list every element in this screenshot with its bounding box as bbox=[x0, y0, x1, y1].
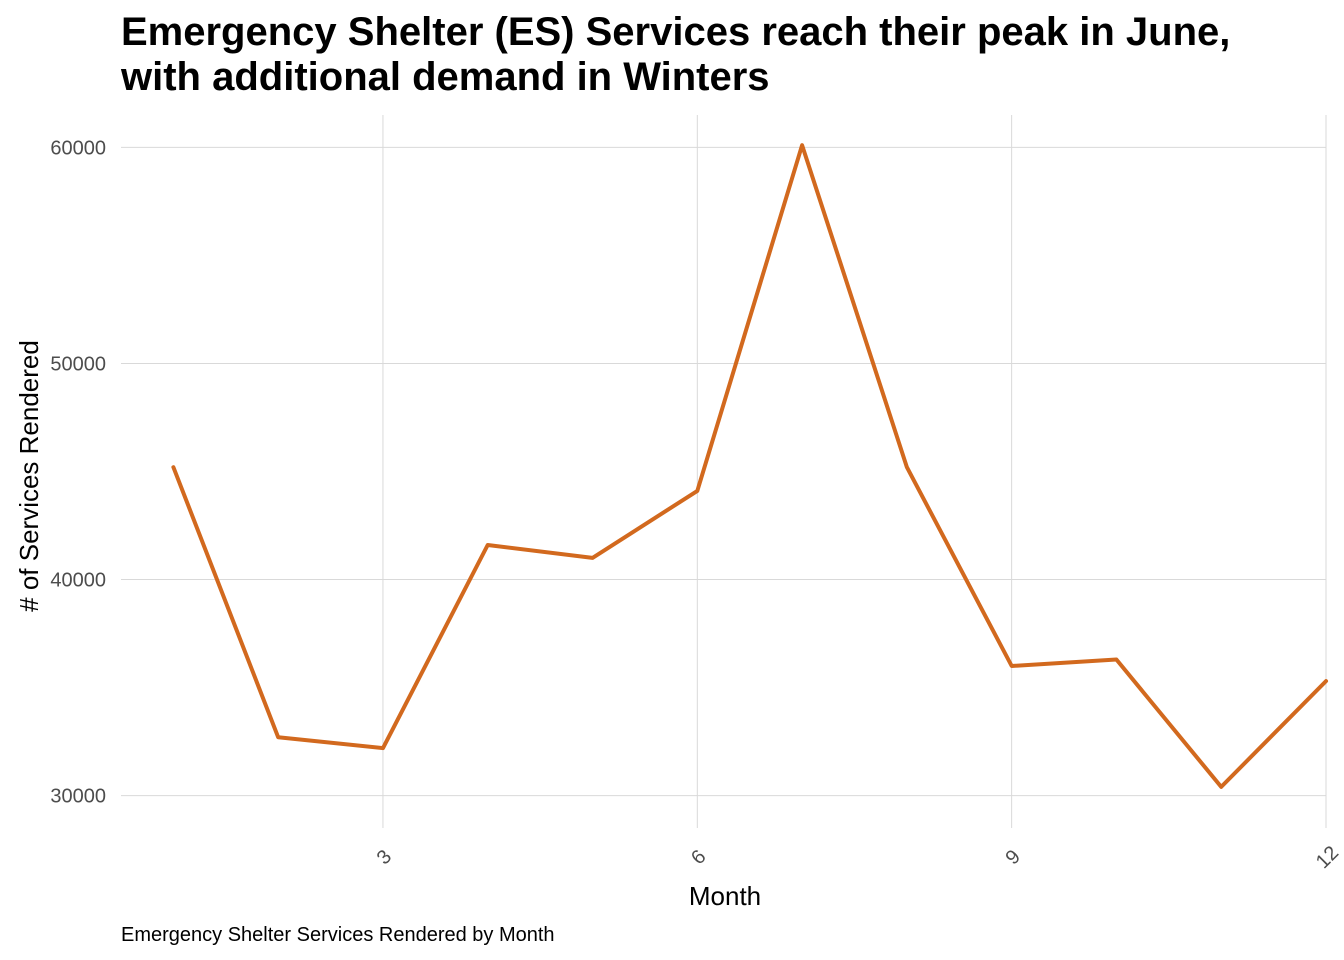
y-tick-label: 30000 bbox=[50, 786, 106, 808]
y-axis-ticks: 30000 40000 50000 60000 bbox=[50, 137, 106, 807]
gridlines bbox=[121, 115, 1327, 828]
chart-title-line-2: with additional demand in Winters bbox=[121, 55, 770, 99]
series-line bbox=[171, 143, 1328, 789]
x-tick-label: 3 bbox=[373, 846, 396, 869]
x-tick-label: 12 bbox=[1312, 842, 1343, 873]
y-tick-label: 40000 bbox=[50, 570, 106, 592]
x-axis-ticks: 3 6 9 12 bbox=[373, 842, 1343, 873]
y-tick-label: 60000 bbox=[50, 137, 106, 159]
y-tick-label: 50000 bbox=[50, 353, 106, 375]
x-tick-label: 6 bbox=[687, 846, 710, 869]
y-axis-title: # of Services Rendered bbox=[14, 340, 44, 612]
chart-caption: Emergency Shelter Services Rendered by M… bbox=[121, 924, 555, 946]
chart-title: Emergency Shelter (ES) Services reach th… bbox=[121, 10, 1336, 100]
chart-title-line-1: Emergency Shelter (ES) Services reach th… bbox=[121, 10, 1231, 54]
x-tick-label: 9 bbox=[1001, 846, 1024, 869]
x-axis-title: Month bbox=[689, 881, 761, 911]
series-layer bbox=[171, 143, 1328, 789]
